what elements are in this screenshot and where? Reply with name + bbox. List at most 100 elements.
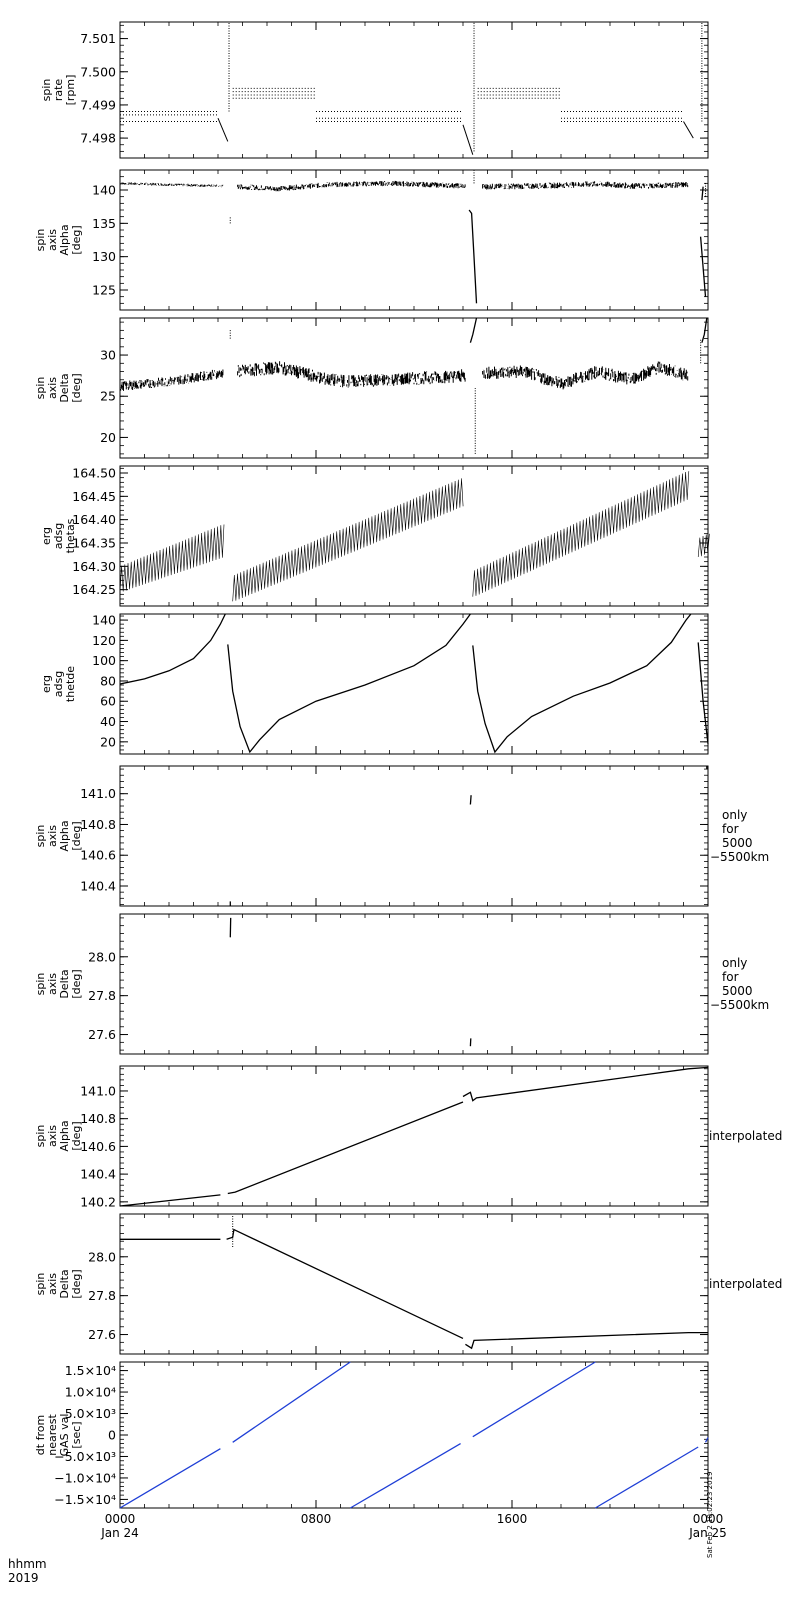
- data-band: [232, 478, 464, 602]
- y-tick-label: 140: [92, 613, 116, 628]
- y-axis-label: Delta: [58, 373, 71, 402]
- y-tick-label: 125: [92, 283, 116, 298]
- y-axis-label: spin: [34, 973, 47, 996]
- panel-data: [120, 22, 703, 155]
- panel-frame: [119, 21, 709, 159]
- y-tick-label: 27.8: [88, 988, 116, 1003]
- panel-6: 140.4 140.6 140.8 141.0 spin axis Alpha [deg] on…: [34, 765, 769, 907]
- side-note: for: [722, 822, 739, 836]
- data-band: [697, 533, 710, 558]
- y-tick-label: 80: [100, 673, 116, 688]
- data-scatter: [119, 182, 224, 188]
- data-line: [469, 317, 478, 343]
- data-scatter: [237, 180, 466, 192]
- data-line: [227, 1101, 464, 1195]
- y-axis-label: axis: [46, 825, 59, 847]
- data-line: [704, 1437, 709, 1443]
- y-tick-label: 140.6: [80, 1139, 116, 1154]
- data-line: [683, 121, 694, 139]
- y-axis-label: [deg]: [70, 373, 83, 402]
- panel-9: 27.6 27.8 28.0 spin axis Delta [deg] interpolat…: [34, 1213, 782, 1355]
- data-line: [232, 1361, 351, 1443]
- data-line: [119, 1448, 221, 1509]
- y-tick-label: 28.0: [88, 1249, 116, 1264]
- y-axis-label: [sec]: [70, 1421, 83, 1448]
- panel-data: [229, 766, 708, 906]
- y-tick-label: 135: [92, 216, 116, 231]
- data-line: [119, 1194, 221, 1207]
- y-axis-label: [deg]: [70, 1269, 83, 1298]
- data-line: [701, 186, 704, 201]
- side-note: 5000: [722, 836, 753, 850]
- y-tick-label: 141.0: [80, 786, 116, 801]
- panel-data: [119, 1361, 709, 1509]
- y-tick-label: 27.6: [88, 1327, 116, 1342]
- y-axis-label: spin: [34, 1273, 47, 1296]
- panel-data: [120, 1214, 708, 1350]
- y-axis-label: erg: [40, 675, 53, 693]
- y-axis-label: [rpm]: [64, 75, 77, 106]
- y-tick-label: 164.40: [72, 512, 116, 527]
- data-line: [699, 236, 707, 297]
- y-tick-label: 0: [108, 1428, 116, 1443]
- x-tick-label: 0800: [301, 1512, 332, 1526]
- y-axis-label: [deg]: [70, 225, 83, 254]
- panel-data: [229, 917, 472, 1047]
- y-axis-label: spin: [34, 1125, 47, 1148]
- y-tick-label: 164.30: [72, 559, 116, 574]
- panel-frame: [119, 1213, 709, 1355]
- data-line: [472, 1361, 596, 1438]
- y-axis-label: thetas: [64, 518, 77, 553]
- y-axis-label: Delta: [58, 1269, 71, 1298]
- x-corner-top-label: hhmm: [8, 1557, 47, 1571]
- side-note: only: [722, 808, 747, 822]
- data-line: [462, 124, 474, 155]
- x-corner-bottom-label: 2019: [8, 1571, 39, 1585]
- y-axis-label: Alpha: [58, 1120, 71, 1151]
- side-note: −5500km: [710, 998, 769, 1012]
- y-tick-label: 141.0: [80, 1083, 116, 1098]
- y-axis-label: axis: [46, 377, 59, 399]
- y-axis-label: adsg: [52, 671, 65, 697]
- data-band: [119, 524, 225, 593]
- y-tick-label: 60: [100, 694, 116, 709]
- panel-4: 164.25 164.30 164.35 164.40 164.45 164.50 erg a…: [40, 465, 710, 607]
- side-note: −5500km: [710, 850, 769, 864]
- side-note: interpolated: [709, 1277, 782, 1291]
- timestamp-stamp: Sat Feb 2 10:02:23 2019: [706, 1472, 714, 1558]
- y-tick-label: 27.6: [88, 1027, 116, 1042]
- y-axis-label: thetde: [64, 666, 77, 702]
- y-tick-label: −1.5×10⁴: [54, 1492, 116, 1507]
- data-line: [119, 613, 226, 685]
- data-line: [226, 1228, 464, 1339]
- data-line: [465, 1331, 708, 1350]
- y-axis-label: axis: [46, 1273, 59, 1295]
- y-axis-label: erg: [40, 527, 53, 545]
- data-line: [468, 209, 478, 304]
- data-line: [594, 1446, 699, 1509]
- y-tick-label: 20: [100, 734, 116, 749]
- y-tick-label: 140.2: [80, 1194, 116, 1209]
- panel-frame: [119, 1065, 709, 1207]
- y-tick-label: 40: [100, 714, 116, 729]
- y-tick-label: 164.50: [72, 466, 116, 481]
- y-axis-label: rate: [52, 79, 65, 102]
- y-axis-label: spin: [34, 825, 47, 848]
- panel-frame: [119, 169, 709, 311]
- x-tick-date-label: Jan 24: [100, 1526, 139, 1540]
- y-tick-label: −5.0×10³: [54, 1449, 116, 1464]
- y-tick-label: 1.0×10⁴: [65, 1385, 116, 1400]
- panel-frame: [119, 1361, 709, 1509]
- y-tick-label: 140: [92, 183, 116, 198]
- panel-8: 140.2 140.4 140.6 140.8 141.0 spin axis Alpha [d…: [34, 1065, 782, 1209]
- y-axis-label: nearest: [46, 1414, 59, 1456]
- data-line: [462, 1066, 709, 1102]
- data-line: [349, 1443, 461, 1509]
- data-line: [701, 317, 708, 343]
- y-axis-label: axis: [46, 973, 59, 995]
- y-axis-label: Alpha: [58, 224, 71, 255]
- y-tick-label: 140.4: [80, 879, 116, 894]
- panel-frame: [119, 317, 709, 459]
